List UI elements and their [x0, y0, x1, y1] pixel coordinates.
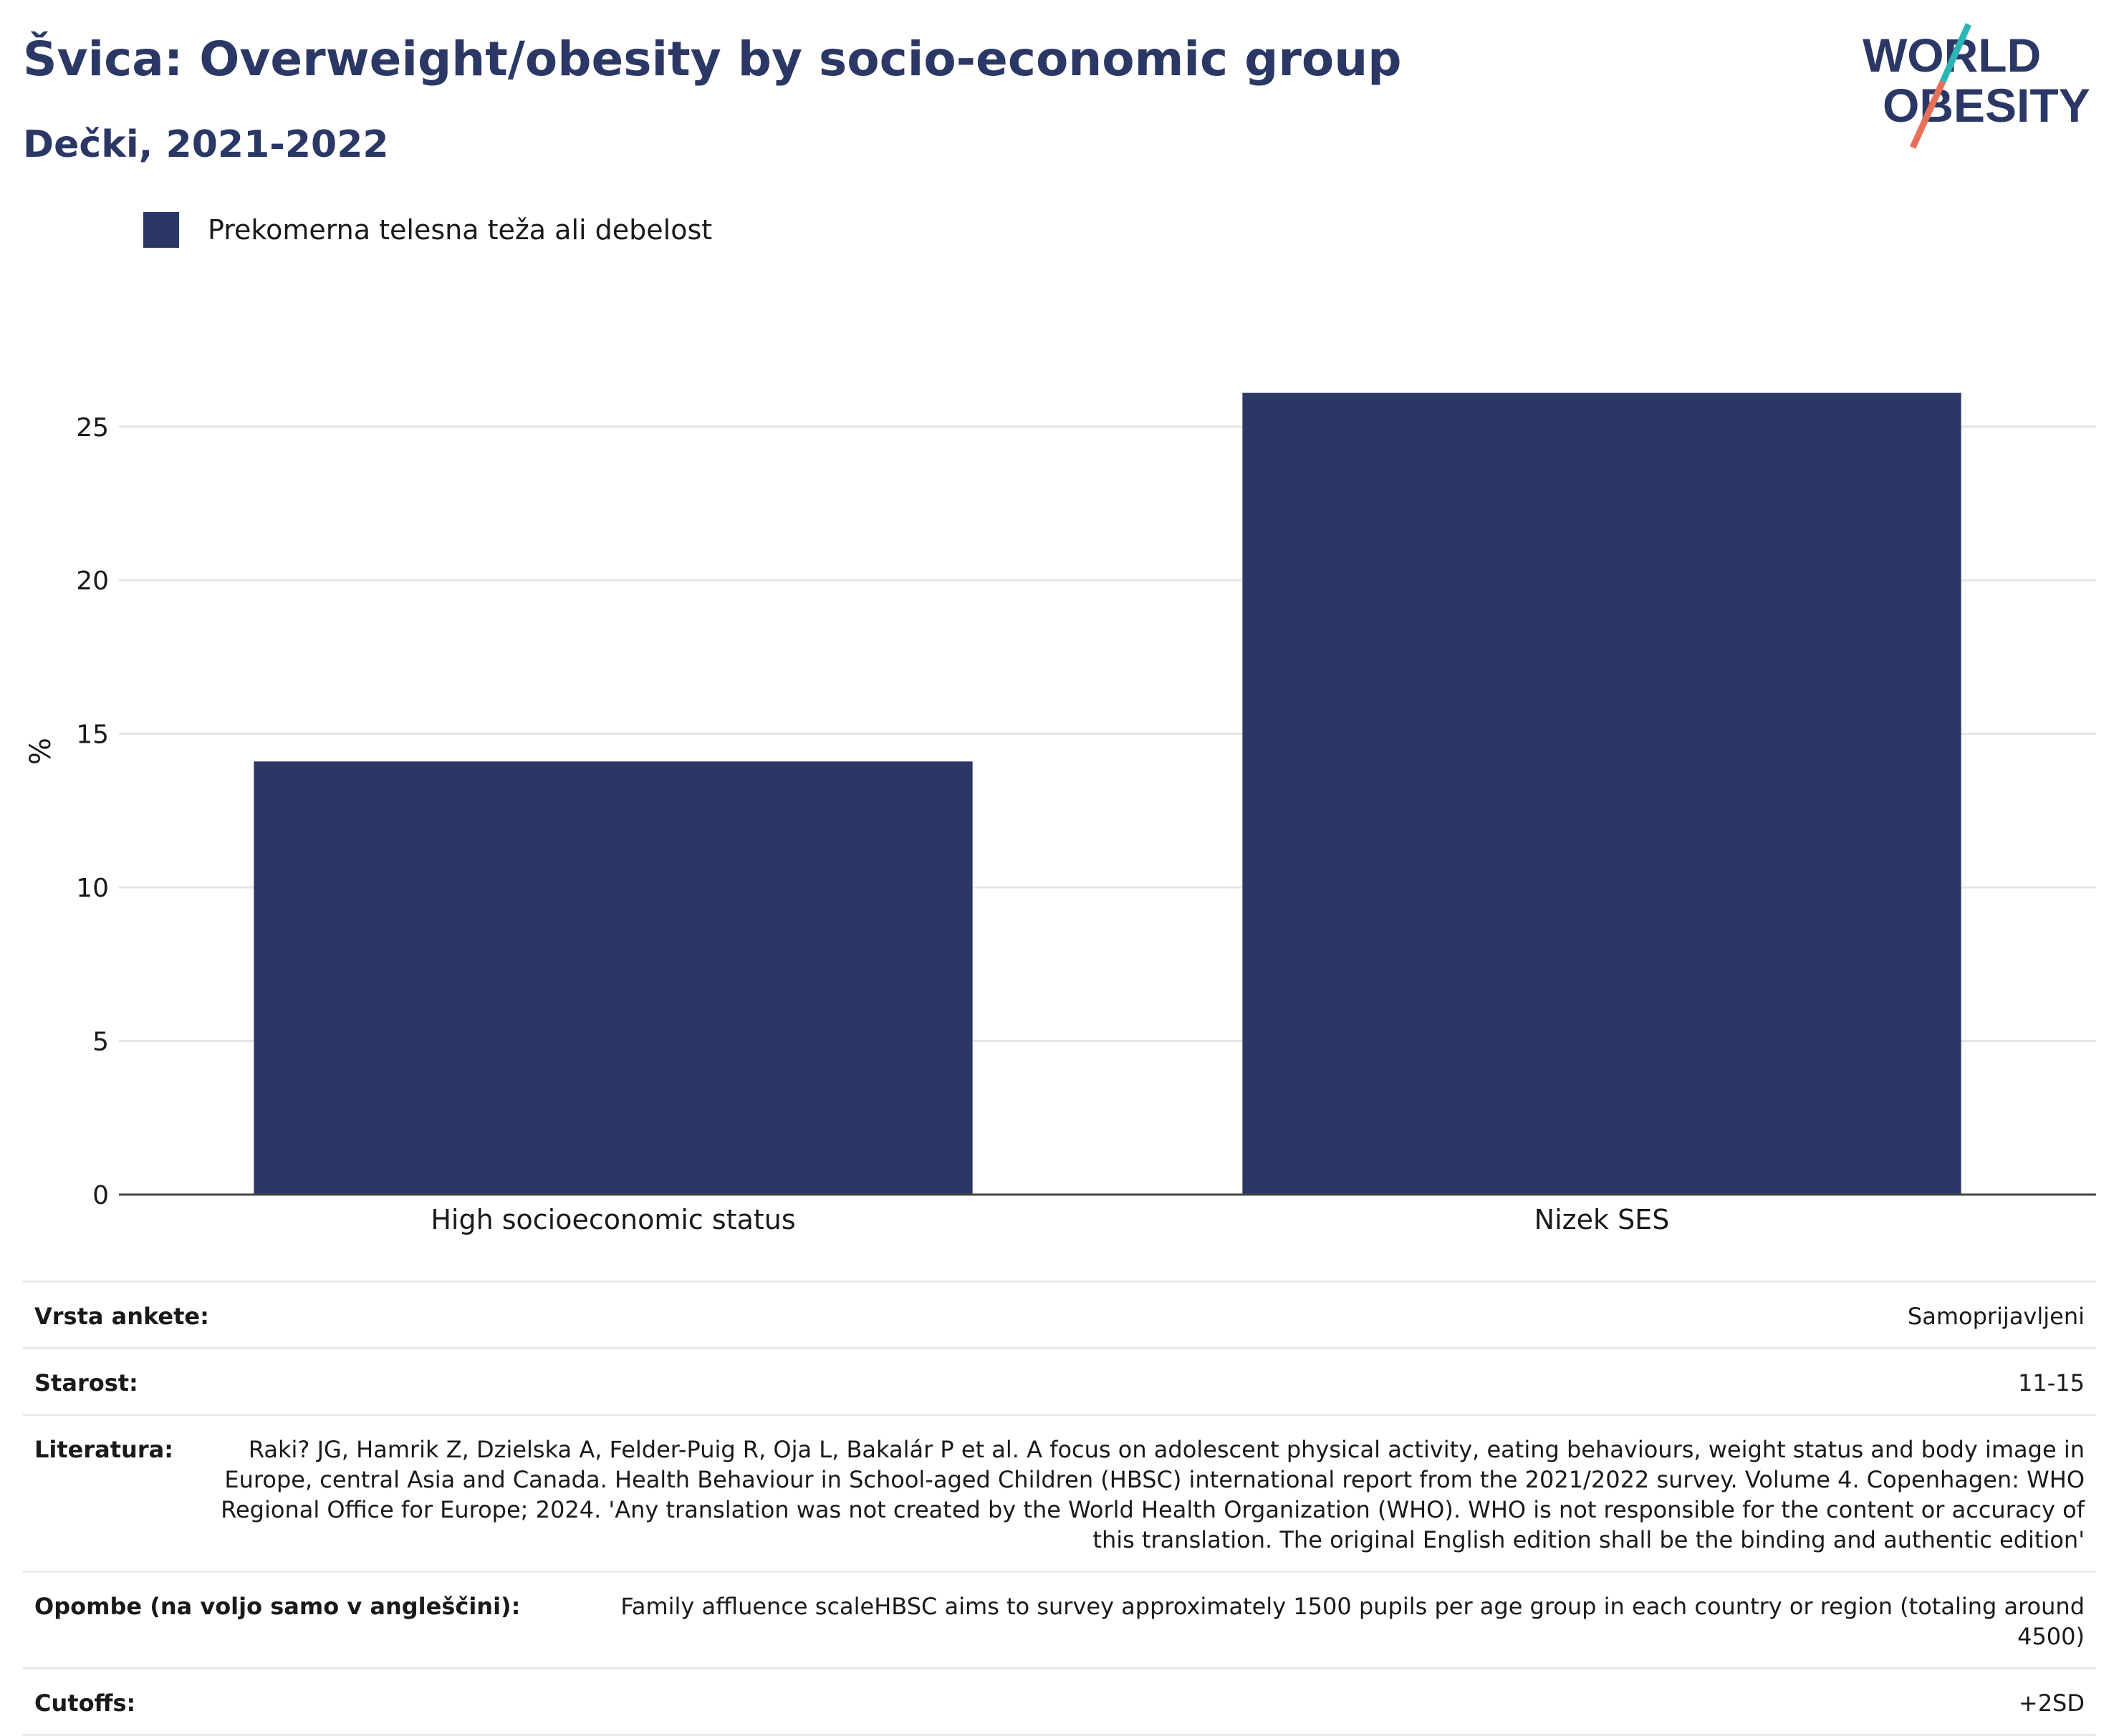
bar-chart: 0 5 10 15 20 25 High socioeconomic status Nizek…: [24, 392, 2096, 1235]
info-value: Family affluence scaleHBSC aims to surve…: [620, 1593, 2085, 1650]
info-value: Raki? JG, Hamrik Z, Dzielska A, Felder-P…: [221, 1436, 2085, 1553]
info-label: Cutoffs:: [34, 1689, 136, 1717]
y-tick-label: 10: [76, 874, 109, 903]
info-value: 11-15: [2018, 1369, 2085, 1397]
logo-slash-teal: [1939, 23, 1972, 83]
info-value: Samoprijavljeni: [1907, 1303, 2085, 1330]
info-label: Literatura:: [34, 1436, 173, 1463]
info-label: Opombe (na voljo samo v angleščini):: [34, 1593, 521, 1620]
info-row: Starost: 11-15: [23, 1347, 2096, 1414]
info-row: Literatura: Raki? JG, Hamrik Z, Dzielska …: [23, 1414, 2096, 1571]
y-tick-label: 25: [76, 413, 109, 443]
info-label: Vrsta ankete:: [34, 1303, 209, 1330]
info-row: Cutoffs: +2SD: [23, 1667, 2096, 1736]
legend-swatch: [143, 212, 179, 248]
info-value: +2SD: [2018, 1689, 2085, 1717]
info-row: Opombe (na voljo samo v angleščini): Fami…: [23, 1571, 2096, 1667]
logo-slash-coral: [1909, 80, 1946, 149]
chart-title: Švica: Overweight/obesity by socio-econo…: [23, 32, 1402, 87]
y-tick-label: 5: [92, 1028, 109, 1057]
world-obesity-logo: WORLD OBESITY: [1863, 23, 2090, 149]
bar: [1242, 392, 1961, 1195]
legend-label: Prekomerna telesna teža ali debelost: [208, 214, 713, 246]
y-axis-title: %: [24, 738, 57, 765]
bar: [254, 761, 973, 1195]
logo-line2: OBESITY: [1883, 79, 2090, 132]
y-tick-label: 0: [92, 1181, 109, 1210]
x-category-label: Nizek SES: [1534, 1204, 1670, 1235]
legend: Prekomerna telesna teža ali debelost: [143, 212, 712, 248]
y-tick-label: 15: [76, 720, 109, 750]
y-tick-label: 20: [76, 566, 109, 596]
info-table: Vrsta ankete: Samoprijavljeni Starost: 11-1…: [23, 1281, 2096, 1736]
chart-subtitle: Dečki, 2021-2022: [23, 123, 389, 166]
x-category-label: High socioeconomic status: [431, 1204, 795, 1235]
info-label: Starost:: [34, 1369, 138, 1397]
info-row: Vrsta ankete: Samoprijavljeni: [23, 1281, 2096, 1347]
